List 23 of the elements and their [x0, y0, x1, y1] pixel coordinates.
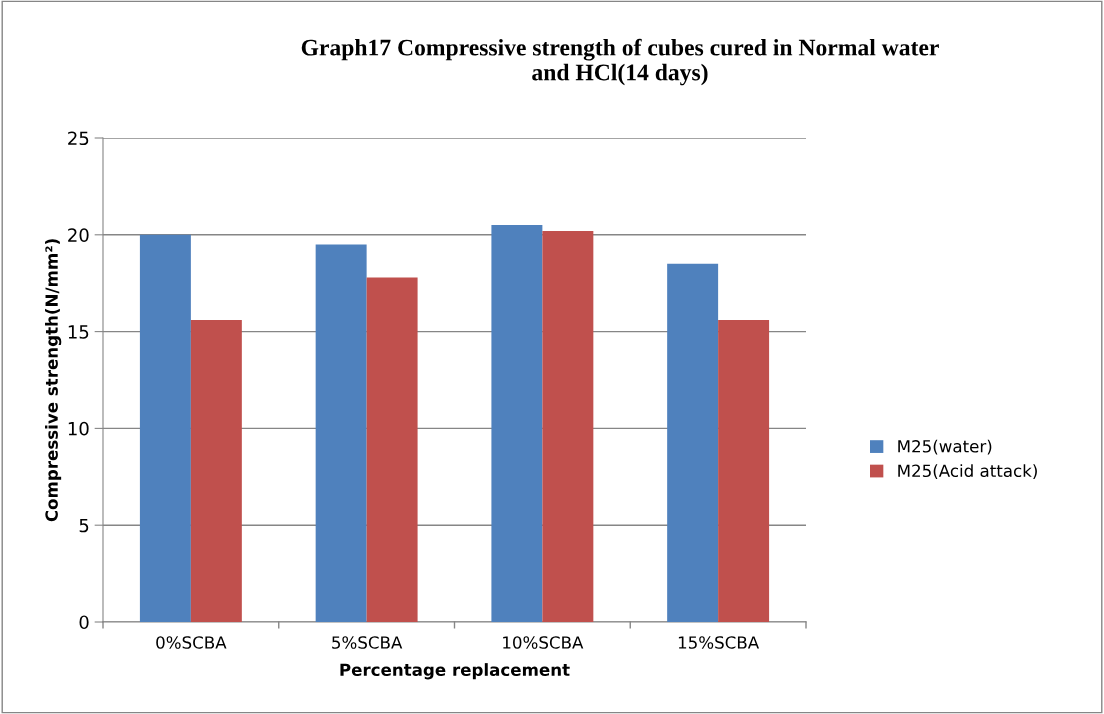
legend-label: M25(Acid attack) [898, 464, 1037, 480]
y-tick-label: 0 [79, 615, 89, 630]
y-tick-label: 10 [68, 421, 89, 436]
y-tick-label: 20 [68, 228, 89, 242]
y-tick-label: 15 [68, 325, 89, 339]
bar [315, 244, 367, 622]
bar [139, 234, 191, 622]
y-axis-title: Compressive strength(N/mm²) [45, 239, 62, 522]
legend-label: M25(water) [898, 439, 992, 455]
chart-title: Graph17 Compressive strength of cubes cured in Normal water and HCl(14 days) [301, 38, 939, 86]
x-tick-label: 15%SCBA [678, 636, 760, 649]
x-tick-label: 5%SCBA [332, 636, 403, 649]
y-tick-label: 5 [79, 518, 89, 533]
x-tick-label: 10%SCBA [503, 636, 584, 649]
bar [542, 230, 594, 622]
y-tick-label: 25 [68, 131, 89, 146]
bar [718, 319, 770, 622]
bar [667, 263, 719, 622]
bar [491, 225, 543, 622]
x-axis-title: Percentage replacement [340, 663, 570, 680]
bar [190, 319, 242, 622]
x-tick-label: 0%SCBA [156, 636, 227, 649]
bar [366, 277, 418, 622]
